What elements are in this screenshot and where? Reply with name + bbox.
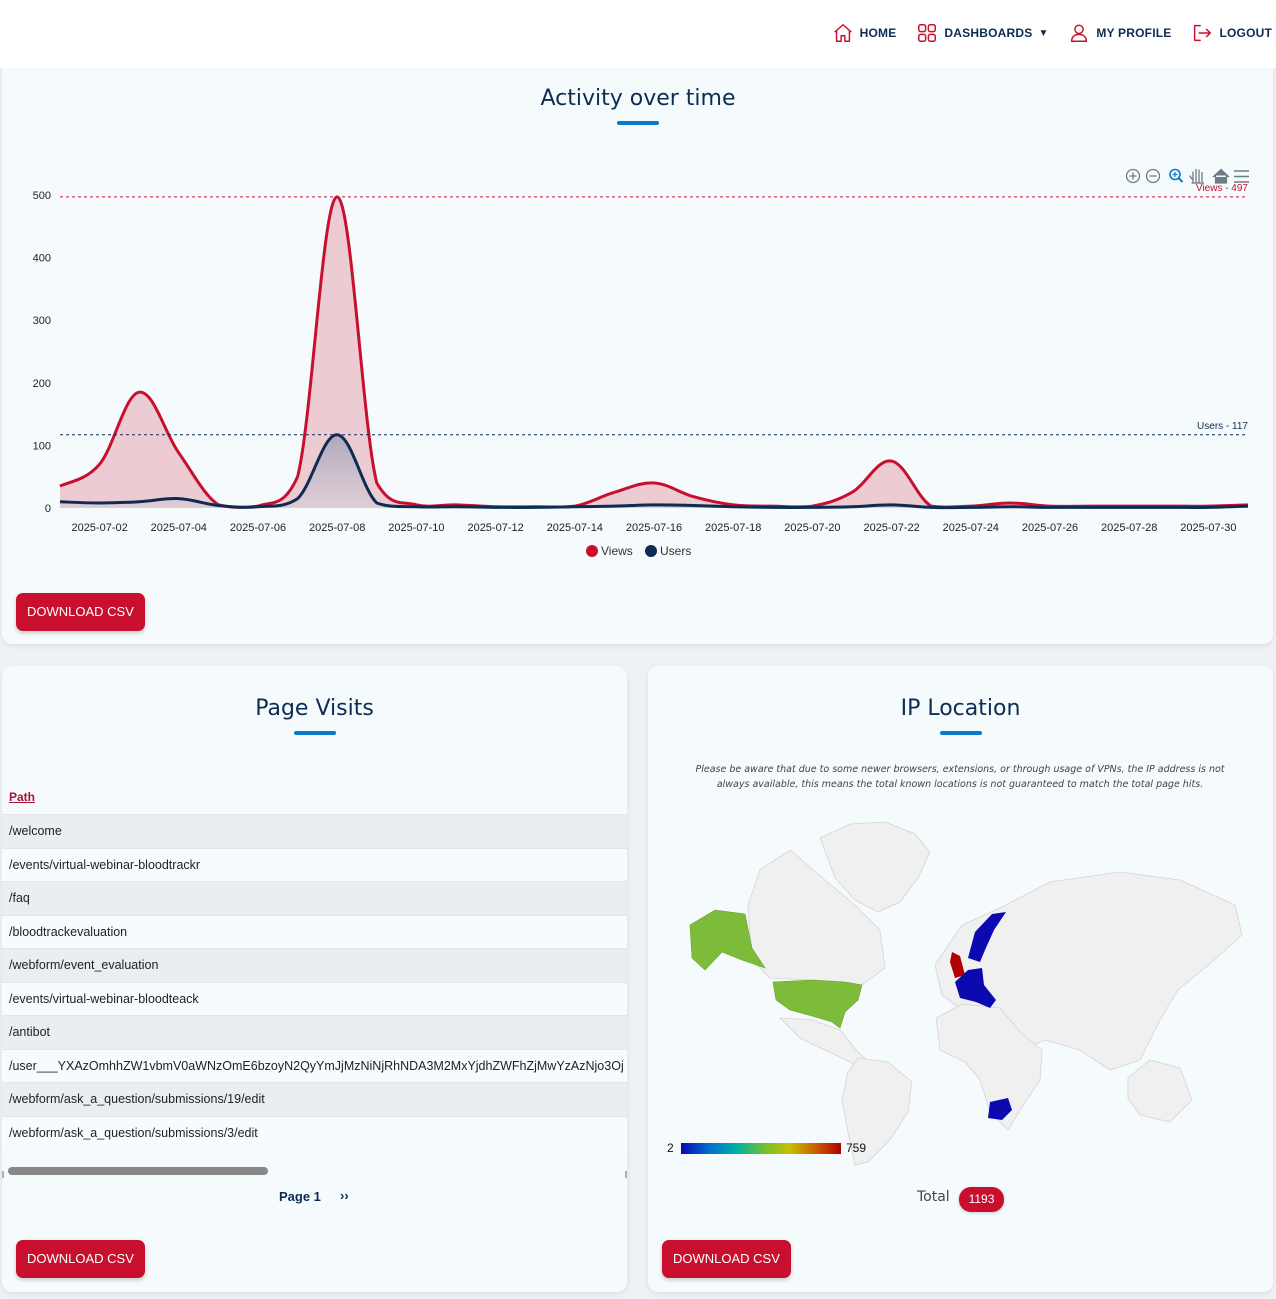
selection-zoom-icon[interactable]: [1169, 168, 1184, 183]
table-row: /antibot: [2, 1015, 627, 1049]
grid-icon: [918, 24, 937, 42]
total-badge: 1193: [959, 1187, 1004, 1212]
zoom-in-icon[interactable]: [1125, 168, 1141, 184]
x-axis: 2025-07-02 2025-07-04 2025-07-06 2025-07-08…: [71, 522, 1236, 534]
home-icon: [833, 24, 852, 42]
zoom-out-icon[interactable]: [1145, 168, 1161, 184]
ip-location-title: IP Location: [900, 696, 1021, 721]
y-axis: 0 100 200 300 400 500: [33, 190, 51, 515]
table-row: /events/virtual-webinar-bloodtrackr: [2, 847, 627, 881]
x-tick-label: 2025-07-24: [943, 522, 999, 534]
color-scale-max: 759: [846, 1141, 867, 1155]
pager-current-page: Page 1: [279, 1189, 321, 1204]
nav-dashboards[interactable]: DASHBOARDS ▼: [916, 22, 1048, 44]
horizontal-scrollbar-track[interactable]: [2, 1166, 627, 1178]
activity-download-csv-button[interactable]: DOWNLOAD CSV: [16, 593, 145, 631]
chart-legend: Views Users: [586, 544, 691, 558]
x-tick-label: 2025-07-02: [71, 522, 127, 534]
page-visits-title: Page Visits: [255, 696, 374, 721]
user-icon: [1071, 24, 1088, 42]
pager-next-link[interactable]: ››: [340, 1188, 349, 1203]
activity-title: Activity over time: [540, 86, 736, 111]
page-visits-table: /welcome/events/virtual-webinar-bloodtra…: [2, 814, 627, 1149]
y-tick-label: 500: [33, 190, 51, 202]
annotations: Views - 497 Users - 117: [60, 183, 1249, 436]
table-row: /bloodtrackevaluation: [2, 914, 627, 948]
annotation-label: Users - 117: [1197, 421, 1248, 432]
series-line-users: [59, 433, 1249, 510]
series-layer: [59, 195, 1249, 510]
reset-home-icon[interactable]: [1212, 168, 1230, 184]
page-visits-download-csv-button[interactable]: DOWNLOAD CSV: [16, 1240, 145, 1278]
y-tick-label: 100: [33, 440, 51, 452]
logout-icon: [1194, 24, 1212, 42]
series-area-users: [60, 434, 1248, 508]
ip-location-download-csv-button[interactable]: DOWNLOAD CSV: [662, 1240, 791, 1278]
nav-my-profile[interactable]: MY PROFILE: [1068, 22, 1171, 44]
x-tick-label: 2025-07-26: [1022, 522, 1078, 534]
color-scale-bar: [681, 1143, 841, 1154]
table-row: /events/virtual-webinar-bloodteack: [2, 981, 627, 1015]
legend-label-views: Views: [601, 544, 633, 558]
total-label: Total: [917, 1189, 950, 1205]
top-navigation-bar: HOME DASHBOARDS ▼ MY PROFILE LOGOUT: [0, 0, 1276, 68]
pan-hand-icon[interactable]: [1189, 168, 1204, 184]
y-tick-label: 400: [33, 253, 51, 265]
y-tick-label: 0: [45, 503, 51, 515]
x-tick-label: 2025-07-22: [863, 522, 919, 534]
nav-logout[interactable]: LOGOUT: [1191, 22, 1272, 44]
x-tick-label: 2025-07-20: [784, 522, 840, 534]
activity-card: [2, 58, 1273, 644]
x-tick-label: 2025-07-30: [1180, 522, 1236, 534]
x-tick-label: 2025-07-18: [705, 522, 761, 534]
page-visits-title-underline: [294, 731, 336, 735]
chevron-down-icon: ▼: [1038, 27, 1049, 39]
series-area-views: [60, 196, 1248, 508]
table-row: /webform/event_evaluation: [2, 948, 627, 982]
x-tick-label: 2025-07-28: [1101, 522, 1157, 534]
column-header-path[interactable]: Path: [9, 790, 36, 804]
ip-availability-note: Please be aware that due to some newer b…: [695, 764, 1225, 790]
legend-label-users: Users: [660, 544, 691, 558]
color-scale-min: 2: [667, 1141, 674, 1155]
table-row: /webform/ask_a_question/submissions/19/e…: [2, 1082, 627, 1116]
nav-logout-label: LOGOUT: [1219, 26, 1272, 40]
nav-home-label: HOME: [859, 26, 897, 40]
annotation-label: Views - 497: [1196, 183, 1249, 194]
chart-toolbar: [1125, 168, 1249, 184]
x-tick-label: 2025-07-16: [626, 522, 682, 534]
nav-dashboards-label: DASHBOARDS: [944, 26, 1033, 40]
x-tick-label: 2025-07-04: [151, 522, 207, 534]
legend-marker-users: [645, 545, 657, 557]
x-tick-label: 2025-07-12: [467, 522, 523, 534]
table-row: /webform/ask_a_question/submissions/3/ed…: [2, 1115, 627, 1149]
legend-marker-views: [586, 545, 598, 557]
table-row: /faq: [2, 881, 627, 915]
horizontal-scrollbar-thumb[interactable]: [8, 1167, 268, 1175]
activity-title-underline: [617, 121, 659, 125]
x-tick-label: 2025-07-10: [388, 522, 444, 534]
x-tick-label: 2025-07-06: [230, 522, 286, 534]
ip-location-title-underline: [940, 731, 982, 735]
table-row: /user___YXAzOmhhZW1vbmV0aWNzOmE6bzoyN2Qy…: [2, 1048, 627, 1082]
nav-my-profile-label: MY PROFILE: [1096, 26, 1172, 40]
table-row: /welcome: [2, 814, 627, 848]
x-tick-label: 2025-07-08: [309, 522, 365, 534]
x-tick-label: 2025-07-14: [547, 522, 603, 534]
y-tick-label: 300: [33, 315, 51, 327]
nav-home[interactable]: HOME: [832, 22, 897, 44]
y-tick-label: 200: [33, 378, 51, 390]
series-line-views: [59, 195, 1249, 509]
main-nav: HOME DASHBOARDS ▼ MY PROFILE LOGOUT: [812, 22, 1272, 44]
menu-icon[interactable]: [1234, 170, 1249, 183]
